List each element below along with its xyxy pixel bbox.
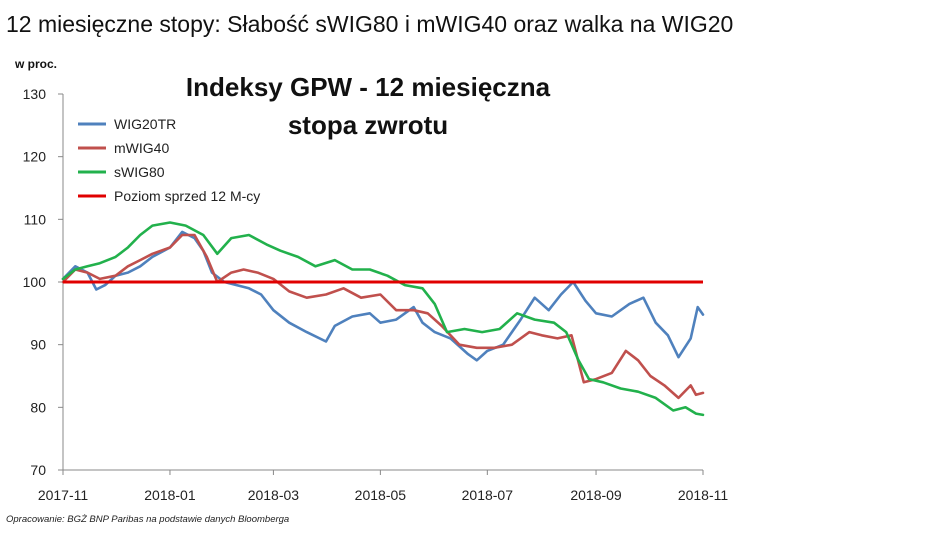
legend-label: WIG20TR	[114, 116, 176, 132]
legend-label: Poziom sprzed 12 M-cy	[114, 188, 260, 204]
source-note: Opracowanie: BGŻ BNP Paribas na podstawi…	[6, 514, 290, 525]
series-line-wig20tr	[61, 230, 705, 362]
y-tick-label: 100	[23, 274, 47, 290]
y-tick-label: 90	[30, 337, 46, 353]
x-tick-label: 2018-09	[570, 487, 622, 503]
x-tick-label: 2018-07	[462, 487, 514, 503]
y-tick-label: 80	[30, 399, 46, 415]
legend-label: mWIG40	[114, 140, 169, 156]
x-tick-label: 2018-05	[355, 487, 407, 503]
y-tick-label: 130	[23, 86, 47, 102]
y-tick-label: 110	[24, 211, 47, 227]
x-tick-label: 2018-03	[248, 487, 300, 503]
series-line-swig80	[61, 221, 705, 417]
series-line-mwig40	[61, 233, 705, 400]
chart-title: Indeksy GPW - 12 miesięczna stopa zwrotu	[168, 68, 568, 144]
x-tick-label: 2018-11	[678, 487, 729, 503]
y-axis-unit-label: w proc.	[15, 57, 58, 71]
x-tick-label: 2018-01	[144, 487, 196, 503]
legend-label: sWIG80	[114, 164, 165, 180]
y-tick-label: 120	[23, 149, 47, 165]
page-headline: 12 miesięczne stopy: Słabość sWIG80 i mW…	[6, 11, 734, 37]
chart-title-line-2: stopa zwrotu	[287, 110, 449, 140]
y-tick-label: 70	[30, 462, 46, 478]
chart-title-line-1: Indeksy GPW - 12 miesięczna	[185, 72, 551, 102]
x-tick-label: 2017-11	[38, 487, 89, 503]
